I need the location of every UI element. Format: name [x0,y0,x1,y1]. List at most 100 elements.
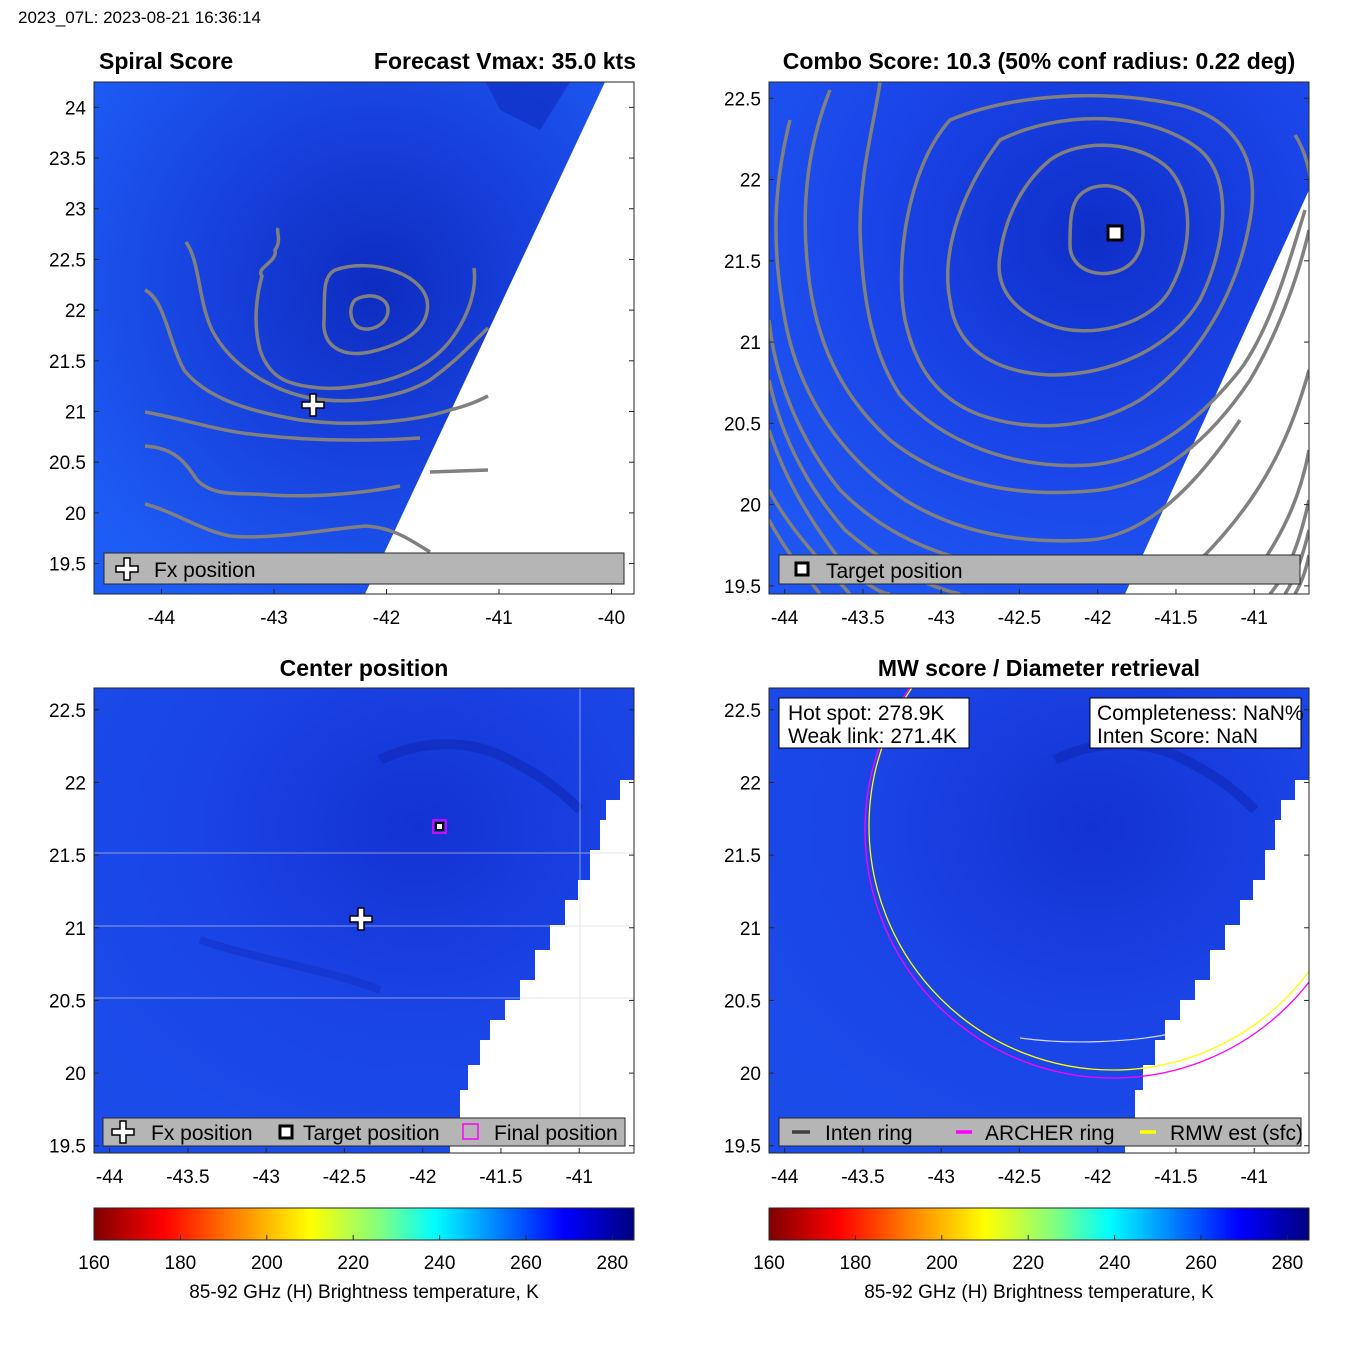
colorbar-tick-label: 160 [78,1253,110,1274]
center-target-marker [432,819,447,834]
weak-link-text: Weak link: 271.4K [788,725,957,748]
spiral-xticks: -44 -43 -42 -41 -40 [148,589,625,629]
x-tick-label: -41.5 [1154,1167,1197,1188]
x-tick-label: -41 [565,1167,592,1188]
x-tick-label: -44 [771,608,799,629]
mw-legend: Inten ring ARCHER ring RMW est (sfc) [778,1117,1303,1147]
colorbar-left: 160 180 200 220 240 260 280 85-92 GHz (H) Brig… [78,1207,635,1303]
colorbar-tick-label: 240 [1099,1253,1131,1274]
y-tick-label: 21.5 [724,846,761,867]
y-tick-label: 20 [740,496,761,517]
colorbar-tick-label: 180 [840,1253,872,1274]
center-legend: Fx position Target position Final positi… [102,1117,626,1147]
colorbar-tick-label: 220 [337,1253,369,1274]
completeness-text: Completeness: NaN% [1097,702,1304,725]
mw-legend-rmw: RMW est (sfc) [1170,1122,1303,1145]
y-tick-label: 22 [740,773,761,794]
x-tick-label: -44 [96,1167,124,1188]
combo-score-title: Combo Score: 10.3 (50% conf radius: 0.22… [783,48,1296,74]
y-tick-label: 19.5 [724,1137,761,1158]
x-tick-label: -43.5 [841,1167,884,1188]
spiral-legend: Fx position [103,552,625,585]
x-tick-label: -44 [148,608,176,629]
y-tick-label: 22 [65,301,86,322]
spiral-cold-patch [486,82,570,130]
x-tick-label: -41.5 [1154,608,1197,629]
colorbar-tick-label: 200 [926,1253,958,1274]
spiral-legend-fx: Fx position [154,559,256,582]
y-tick-label: 21 [65,403,86,424]
mw-legend-archer: ARCHER ring [985,1122,1115,1145]
y-tick-label: 24 [65,98,87,119]
y-tick-label: 20.5 [49,453,86,474]
center-legend-target: Target position [303,1122,440,1145]
y-tick-label: 20 [740,1064,761,1085]
y-tick-label: 23.5 [49,149,86,170]
y-tick-label: 22.5 [724,89,761,110]
colorbar-tick-label: 280 [597,1253,629,1274]
spiral-score-panel: Spiral Score Forecast Vmax: 35.0 kts 19.… [49,48,636,629]
spiral-yticks: 19.5 20 20.5 21 21.5 22 22.5 23 23.5 24 [49,98,634,576]
center-fx-marker [349,907,373,931]
mw-axes-box [768,687,1310,1154]
y-tick-label: 22.5 [724,701,761,722]
mw-legend-inten: Inten ring [825,1122,913,1145]
colorbar-tick-label: 240 [424,1253,456,1274]
colorbar-tick-label: 220 [1012,1253,1044,1274]
colorbar-tick-label: 260 [510,1253,542,1274]
x-tick-label: -42 [1084,608,1111,629]
center-xticks: -44 -43.5 -43 -42.5 -42 -41.5 -41 [96,1148,593,1188]
center-yticks: 19.5 20 20.5 21 21.5 22 22.5 [49,701,634,1158]
x-tick-label: -42.5 [323,1167,366,1188]
colorbar-right-ticks: 160 180 200 220 240 260 280 [753,1235,1303,1274]
x-tick-label: -43 [927,608,954,629]
combo-legend: Target position [778,554,1301,585]
combo-legend-target: Target position [826,560,963,583]
fx-legend-icon [111,1120,135,1144]
colorbar-tick-label: 180 [165,1253,197,1274]
combo-xticks: -44 -43.5 -43 -42.5 -42 -41.5 -41 [771,589,1268,629]
y-tick-label: 21.5 [49,352,86,373]
y-tick-label: 21.5 [49,846,86,867]
combo-score-panel: Combo Score: 10.3 (50% conf radius: 0.22… [724,48,1310,629]
combo-yticks: 19.5 20 20.5 21 21.5 22 22.5 [724,89,1309,598]
colorbar-left-gradient [93,1207,635,1241]
final-legend-icon [462,1123,479,1140]
y-tick-label: 21.5 [724,252,761,273]
y-tick-label: 20 [65,1064,86,1085]
x-tick-label: -43 [927,1167,954,1188]
center-position-title: Center position [280,655,449,681]
x-tick-label: -43.5 [841,608,884,629]
colorbar-right-label: 85-92 GHz (H) Brightness temperature, K [864,1282,1214,1303]
spiral-contours [144,227,490,554]
y-tick-label: 20.5 [724,991,761,1012]
forecast-vmax-title: Forecast Vmax: 35.0 kts [374,48,636,74]
archer-ring [864,688,1309,1079]
x-tick-label: -41 [485,608,512,629]
colorbar-left-ticks: 160 180 200 220 240 260 280 [78,1235,628,1274]
combo-target-marker [1106,224,1124,242]
spiral-axes-box [93,81,635,595]
x-tick-label: -40 [598,608,625,629]
center-position-panel: Center position 19.5 20 20.5 21 21.5 22 22.5 -… [49,655,635,1188]
x-tick-label: -42 [373,608,400,629]
mw-completeness-box: Completeness: NaN% Inten Score: NaN [1089,697,1304,749]
combo-brightness-field [769,82,1309,594]
mw-score-title: MW score / Diameter retrieval [878,655,1200,681]
x-tick-label: -41.5 [479,1167,522,1188]
y-tick-label: 22.5 [49,250,86,271]
x-tick-label: -43.5 [166,1167,209,1188]
y-tick-label: 21 [740,333,761,354]
y-tick-label: 20.5 [724,414,761,435]
rmw-est-ring [868,688,1309,1071]
x-tick-label: -43 [252,1167,279,1188]
x-tick-label: -42.5 [998,608,1041,629]
colorbar-tick-label: 260 [1185,1253,1217,1274]
hot-spot-text: Hot spot: 278.9K [788,702,944,725]
target-legend-icon [278,1124,294,1140]
center-swath-gap [450,760,634,1153]
center-legend-final: Final position [494,1122,618,1145]
mw-xticks: -44 -43.5 -43 -42.5 -42 -41.5 -41 [771,1148,1268,1188]
x-tick-label: -43 [260,608,287,629]
